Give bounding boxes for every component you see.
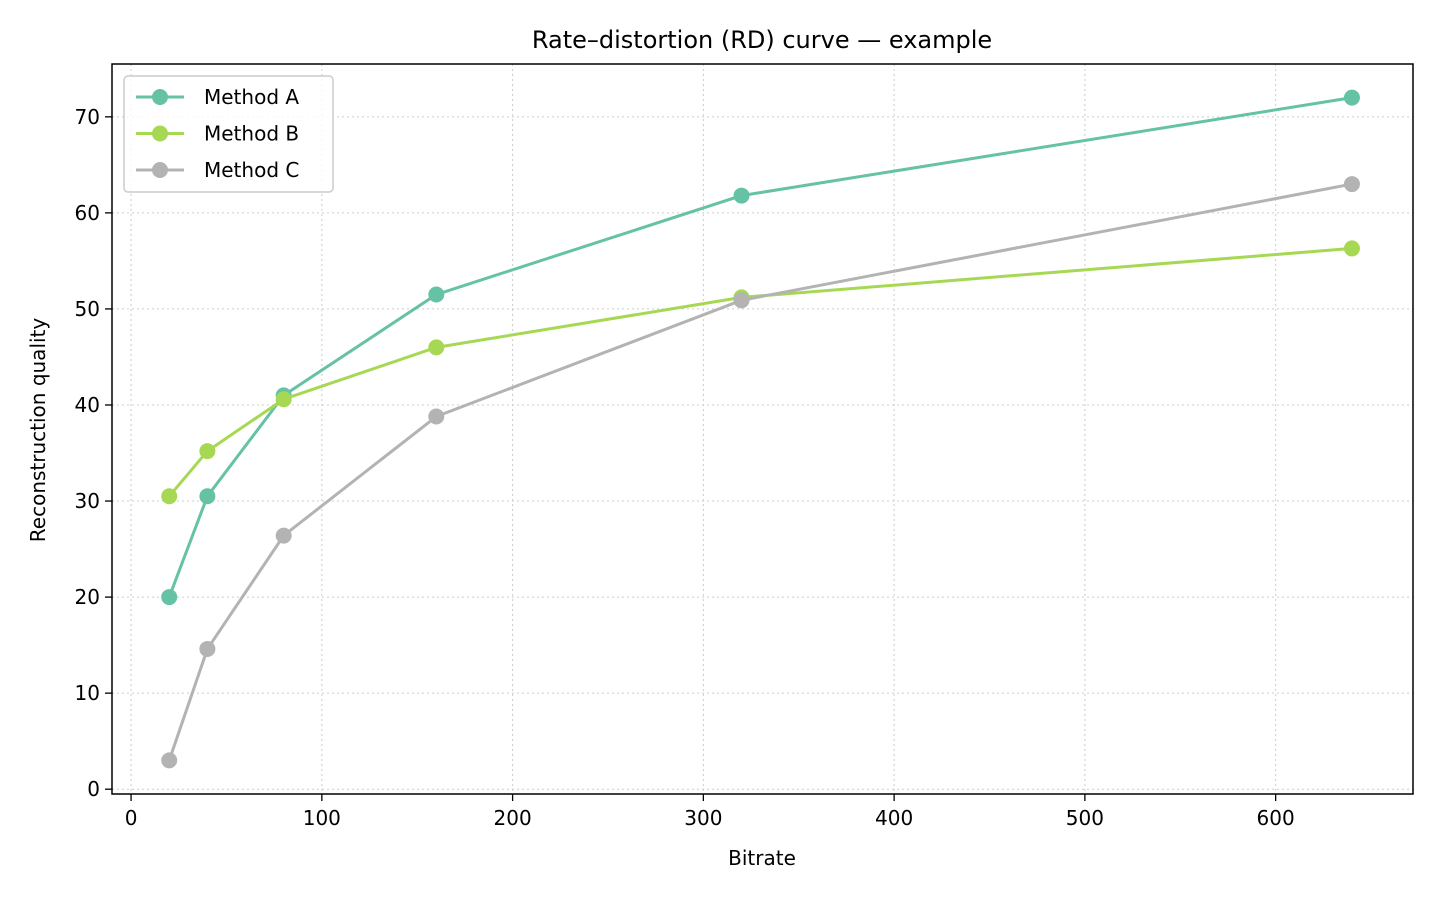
legend-label: Method B — [204, 122, 299, 146]
x-tick-label: 400 — [875, 806, 913, 830]
legend-marker — [152, 125, 168, 142]
legend-item: Method A — [136, 85, 299, 109]
data-point — [161, 752, 178, 769]
legend-label: Method A — [204, 85, 299, 109]
series-line — [167, 182, 1354, 762]
data-point — [733, 292, 750, 309]
y-tick-label: 30 — [75, 489, 100, 513]
series-method-c — [161, 176, 1360, 769]
data-point — [199, 640, 216, 657]
y-tick-label: 40 — [75, 393, 100, 417]
x-tick-label: 600 — [1257, 806, 1295, 830]
legend-item: Method B — [136, 122, 299, 146]
y-tick-label: 0 — [87, 777, 100, 801]
series-line — [167, 246, 1354, 498]
y-axis-label: Reconstruction quality — [26, 318, 50, 543]
y-tick-label: 20 — [75, 585, 100, 609]
chart-title: Rate–distortion (RD) curve — example — [532, 26, 992, 54]
data-point — [428, 286, 445, 303]
series-line — [167, 96, 1354, 599]
legend-item: Method C — [136, 158, 299, 182]
y-tick-label: 60 — [75, 201, 100, 225]
x-tick-label: 0 — [125, 806, 138, 830]
x-axis-label: Bitrate — [728, 846, 796, 870]
legend-marker — [152, 162, 168, 178]
x-tick-label: 300 — [684, 806, 722, 830]
data-point — [733, 187, 750, 204]
data-point — [275, 391, 292, 408]
data-point — [1343, 240, 1360, 257]
x-tick-label: 100 — [303, 806, 341, 830]
y-axis: 0 10 20 30 40 50 60 70 — [75, 105, 112, 801]
data-point — [428, 339, 445, 356]
data-point — [199, 488, 216, 505]
data-point — [1343, 89, 1360, 106]
data-point — [161, 589, 178, 606]
data-point — [275, 527, 292, 544]
y-tick-label: 50 — [75, 297, 100, 321]
data-point — [199, 443, 216, 460]
plot-frame — [111, 63, 1414, 795]
data-point — [161, 488, 178, 505]
x-axis: 0 100 200 300 400 500 600 — [125, 794, 1295, 830]
series-lines — [161, 89, 1360, 769]
y-tick-label: 70 — [75, 105, 100, 129]
y-tick-label: 10 — [75, 681, 100, 705]
series-method-b — [161, 240, 1360, 505]
legend-box — [123, 75, 334, 193]
data-point — [1343, 176, 1360, 193]
x-tick-label: 200 — [494, 806, 532, 830]
legend-label: Method C — [204, 158, 299, 182]
data-point — [428, 408, 445, 425]
legend-marker — [152, 89, 168, 105]
x-tick-label: 500 — [1066, 806, 1104, 830]
legend: Method A Method B Method C — [123, 75, 334, 193]
